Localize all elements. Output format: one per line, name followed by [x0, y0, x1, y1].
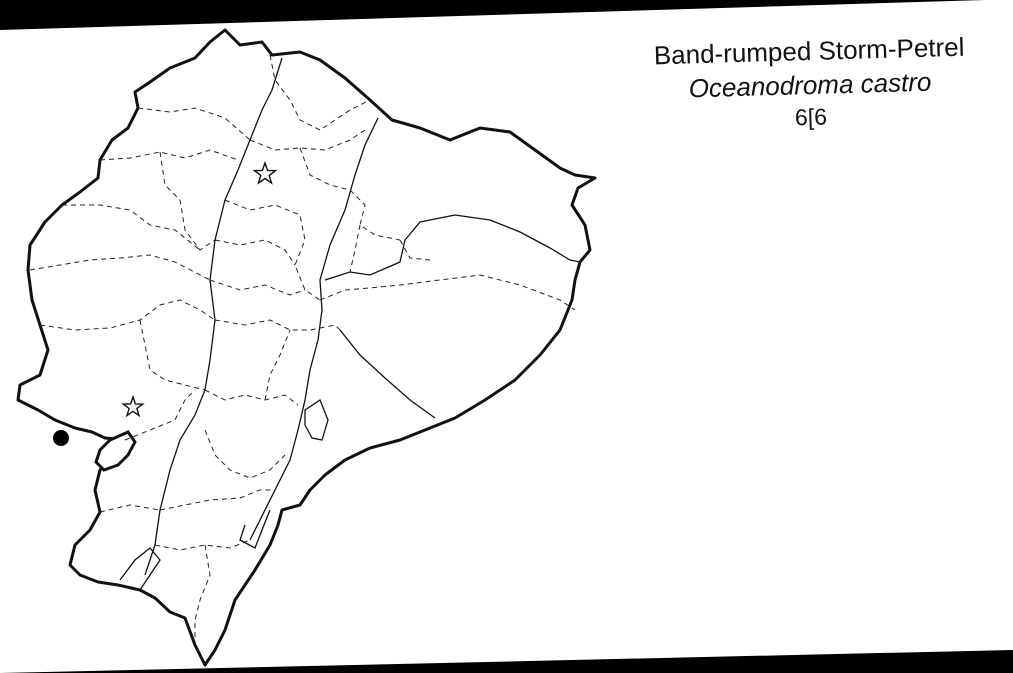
province-boundary [349, 224, 361, 273]
species-title: Band-rumped Storm-Petrel Oceanodroma cas… [599, 28, 1013, 138]
star-icon [121, 394, 145, 418]
province-boundary [62, 204, 201, 251]
province-boundary [99, 504, 161, 513]
andes-east-range [249, 117, 379, 541]
province-boundary [139, 319, 206, 391]
country-outline [16, 28, 597, 667]
province-boundary [214, 319, 341, 331]
province-boundary [399, 239, 431, 261]
province-boundary [137, 107, 251, 141]
province-boundary [154, 539, 251, 551]
southern-range [119, 509, 271, 591]
province-boundaries [29, 54, 576, 645]
province-boundary [99, 149, 239, 161]
province-boundary [299, 147, 401, 241]
inter-andean-valley [304, 399, 329, 441]
dot-icon [53, 430, 69, 446]
province-boundary [39, 299, 216, 331]
province-boundary [194, 544, 211, 645]
province-boundary [264, 329, 291, 401]
province-boundary [159, 151, 216, 251]
island-puna [94, 430, 137, 472]
province-boundary [204, 429, 286, 479]
amazon-boundary [324, 214, 581, 419]
province-boundary [249, 127, 369, 151]
province-boundary [159, 489, 275, 511]
province-boundary [224, 199, 321, 301]
province-boundary [29, 254, 211, 281]
star-icon [252, 160, 278, 185]
province-boundary [209, 279, 306, 296]
province-boundary [269, 54, 371, 131]
province-boundary [204, 389, 299, 406]
